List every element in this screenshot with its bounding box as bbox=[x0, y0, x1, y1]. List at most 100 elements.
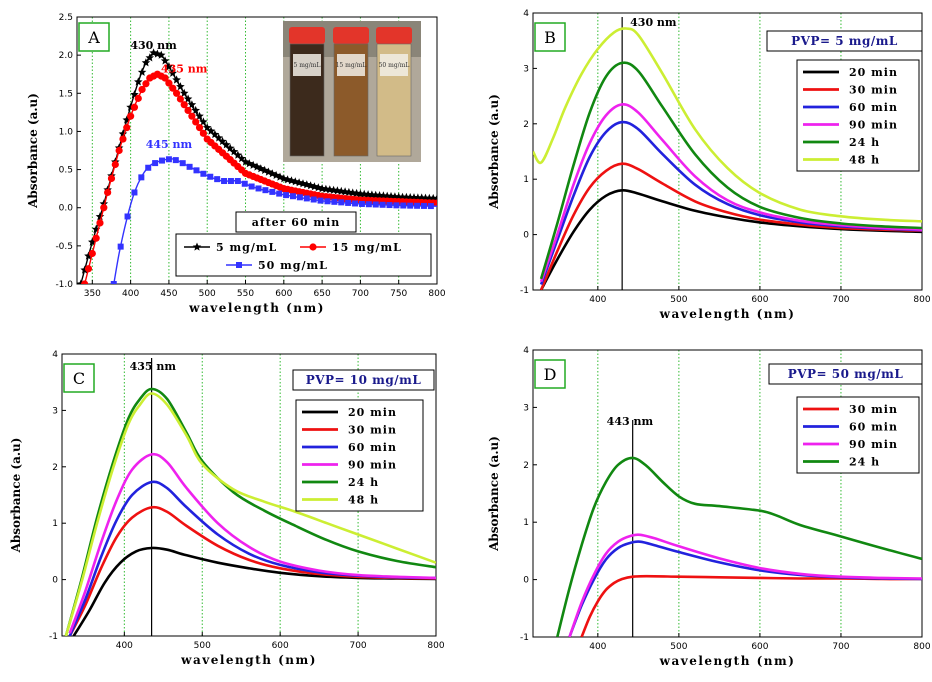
data-point bbox=[187, 100, 197, 109]
peak-annotation: 435 nm bbox=[161, 63, 208, 76]
data-point bbox=[283, 192, 290, 199]
series-line-90-min bbox=[539, 103, 922, 283]
legend-label: 20 min bbox=[348, 406, 397, 419]
panel-a: 350 400 450 500 550 600 650 700 750 800 -1.0 -0.5 0.… bbox=[26, 13, 446, 315]
series-line-30-min bbox=[580, 574, 922, 637]
data-point bbox=[233, 150, 243, 159]
data-point bbox=[124, 213, 131, 220]
data-point bbox=[264, 167, 273, 176]
data-point bbox=[303, 195, 310, 202]
data-point bbox=[345, 199, 352, 206]
series-group bbox=[533, 27, 922, 290]
panel-label-box bbox=[78, 22, 110, 52]
legend-label: 15 mg/mL bbox=[332, 241, 402, 254]
vial-label bbox=[380, 54, 408, 76]
x-tick-label: 700 bbox=[352, 289, 369, 299]
data-point bbox=[221, 178, 228, 185]
data-point bbox=[137, 67, 147, 76]
data-point bbox=[134, 94, 142, 102]
x-tick-label: 400 bbox=[116, 641, 133, 651]
vial-label-text: 15 mg/mL bbox=[336, 62, 367, 69]
data-point bbox=[183, 94, 193, 103]
legend-label: 30 min bbox=[849, 84, 898, 97]
legend-label: 60 min bbox=[348, 441, 397, 454]
legend-label: 20 min bbox=[849, 66, 898, 79]
data-point bbox=[122, 115, 132, 124]
legend-label: 30 min bbox=[849, 403, 898, 416]
data-point bbox=[275, 172, 285, 181]
y-tick-label: 2 bbox=[523, 461, 529, 471]
y-tick-label: -1 bbox=[49, 632, 58, 642]
data-point bbox=[206, 126, 216, 135]
legend-label: 60 min bbox=[849, 101, 898, 114]
data-point bbox=[176, 82, 185, 91]
data-point bbox=[104, 188, 112, 197]
data-point bbox=[165, 156, 172, 163]
x-tick-label: 700 bbox=[349, 641, 366, 651]
data-point bbox=[227, 178, 234, 185]
legend-title-box bbox=[768, 363, 923, 385]
data-point bbox=[214, 133, 223, 142]
data-point bbox=[191, 105, 200, 115]
data-point bbox=[161, 74, 169, 82]
data-point bbox=[255, 185, 262, 192]
y-tick-label: 2 bbox=[523, 120, 529, 130]
data-point bbox=[296, 194, 303, 201]
legend-label: 90 min bbox=[348, 459, 397, 472]
y-tick-label: 2.5 bbox=[59, 13, 73, 23]
y-axis-label: Absorbance (a.u) bbox=[9, 438, 23, 554]
legend-label: 30 min bbox=[348, 424, 397, 437]
data-point bbox=[145, 53, 154, 62]
y-tick-label: 3 bbox=[523, 64, 529, 74]
x-tick-label: 400 bbox=[122, 289, 139, 299]
data-point bbox=[192, 118, 200, 126]
data-point bbox=[365, 201, 372, 208]
data-point bbox=[176, 95, 185, 103]
data-point bbox=[160, 56, 170, 65]
x-tick-label: 500 bbox=[670, 295, 687, 305]
y-tick-label: 4 bbox=[52, 350, 58, 360]
x-tick-label: 700 bbox=[832, 642, 849, 652]
legend-marker bbox=[309, 243, 317, 251]
x-tick-label: 550 bbox=[237, 289, 254, 299]
data-point bbox=[202, 123, 212, 132]
data-point bbox=[229, 147, 239, 156]
plot-frame bbox=[61, 353, 437, 637]
panel-b: 400 500 600 700 800 -1 0 1 2 3 4 wavelength (nm) Abs… bbox=[487, 9, 931, 321]
x-tick-label: 400 bbox=[589, 642, 606, 652]
data-point bbox=[115, 146, 123, 155]
legend-box bbox=[295, 399, 424, 512]
data-point bbox=[222, 140, 231, 149]
x-tick-label: 650 bbox=[314, 289, 331, 299]
data-point bbox=[310, 196, 317, 203]
x-tick-label: 500 bbox=[670, 642, 687, 652]
vial-cap bbox=[333, 27, 369, 44]
y-tick-label: 3 bbox=[52, 406, 58, 416]
data-point bbox=[118, 129, 128, 138]
data-point bbox=[207, 173, 214, 180]
vial-label bbox=[293, 54, 321, 76]
data-point bbox=[157, 50, 166, 59]
y-axis-label: Absorbance (a.u) bbox=[487, 94, 501, 210]
y-tick-label: 0.0 bbox=[59, 204, 74, 214]
data-point bbox=[186, 163, 193, 170]
data-point bbox=[188, 112, 196, 120]
data-point bbox=[193, 167, 200, 174]
panel-label-box bbox=[534, 22, 566, 52]
vial-label bbox=[337, 54, 365, 76]
vial-label-text: 50 mg/mL bbox=[379, 62, 410, 69]
x-tick-label: 400 bbox=[589, 295, 606, 305]
legend-label: 90 min bbox=[849, 438, 898, 451]
x-tick-label: 800 bbox=[427, 641, 444, 651]
y-tick-label: -0.5 bbox=[55, 242, 73, 252]
panel-label: B bbox=[544, 28, 556, 47]
y-tick-label: 0 bbox=[523, 576, 529, 586]
data-point bbox=[179, 160, 186, 167]
data-point bbox=[414, 202, 421, 209]
data-point bbox=[172, 157, 179, 164]
data-point bbox=[237, 154, 246, 163]
data-point bbox=[386, 202, 393, 209]
data-point bbox=[168, 68, 177, 77]
x-tick-label: 450 bbox=[160, 289, 177, 299]
data-point bbox=[81, 280, 89, 284]
